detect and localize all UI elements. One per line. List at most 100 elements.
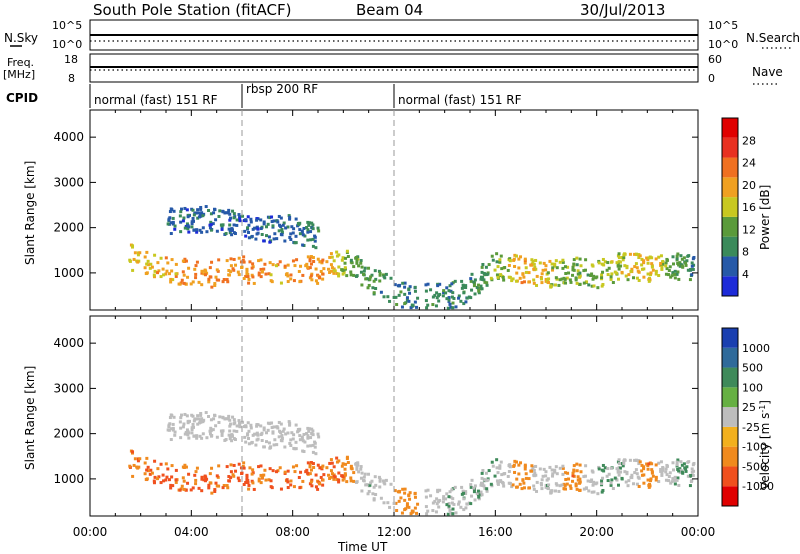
data-point — [249, 220, 253, 224]
data-point — [329, 252, 333, 256]
data-point — [146, 469, 150, 473]
data-point — [192, 434, 196, 438]
data-point — [182, 273, 186, 277]
data-point — [215, 474, 219, 478]
data-point — [251, 481, 255, 485]
colorbar-tick-label: 28 — [742, 134, 756, 147]
data-point — [546, 271, 550, 275]
data-point — [500, 267, 504, 271]
data-point — [288, 235, 292, 239]
colorbar-tick-label: 4 — [742, 268, 749, 281]
data-point — [615, 261, 619, 265]
data-point — [680, 463, 684, 467]
data-point — [616, 468, 620, 472]
data-point — [575, 263, 579, 267]
data-point — [312, 260, 316, 264]
data-point — [564, 281, 568, 285]
data-point — [498, 260, 502, 264]
data-point — [294, 234, 298, 238]
data-point — [448, 490, 452, 494]
data-point — [623, 252, 627, 256]
data-point — [532, 262, 536, 266]
data-point — [446, 512, 450, 516]
data-point — [657, 274, 661, 278]
data-point — [609, 275, 613, 279]
data-point — [521, 478, 525, 482]
data-point — [316, 257, 320, 261]
data-point — [268, 240, 272, 244]
data-point — [301, 273, 305, 277]
data-point — [563, 483, 567, 487]
data-point — [330, 461, 334, 465]
data-point — [231, 267, 235, 271]
data-point — [473, 292, 477, 296]
data-point — [308, 266, 312, 270]
data-point — [171, 426, 175, 430]
data-point — [153, 459, 157, 463]
data-point — [386, 295, 390, 299]
data-point — [236, 476, 240, 480]
data-point — [289, 483, 293, 487]
data-point — [306, 220, 310, 224]
data-point — [510, 485, 514, 489]
data-point — [429, 288, 433, 292]
data-point — [554, 465, 558, 469]
data-point — [386, 501, 390, 505]
data-point — [646, 258, 650, 262]
data-point — [242, 260, 246, 264]
data-point — [199, 413, 203, 417]
data-point — [677, 263, 681, 267]
data-point — [321, 483, 325, 487]
data-point — [171, 428, 175, 432]
data-point — [311, 450, 315, 454]
data-point — [277, 420, 281, 424]
data-point — [344, 462, 348, 466]
data-point — [146, 465, 150, 469]
data-point — [352, 471, 356, 475]
data-point — [344, 256, 348, 260]
data-point — [527, 280, 531, 284]
data-point — [617, 252, 621, 256]
data-point — [364, 277, 368, 281]
data-point — [453, 279, 457, 283]
data-point — [132, 463, 136, 467]
data-point — [673, 269, 677, 273]
data-point — [454, 305, 458, 309]
data-point — [164, 256, 168, 260]
data-point — [477, 289, 481, 293]
data-point — [447, 296, 451, 300]
data-point — [267, 441, 271, 445]
data-point — [609, 277, 613, 281]
data-point — [335, 478, 339, 482]
data-point — [367, 489, 371, 493]
data-point — [242, 255, 246, 259]
data-point — [280, 436, 284, 440]
data-point — [316, 432, 320, 436]
data-point — [247, 487, 251, 491]
data-point — [306, 230, 310, 234]
data-point — [413, 285, 417, 289]
data-point — [575, 281, 579, 285]
data-point — [330, 255, 334, 259]
data-point — [675, 257, 679, 261]
data-point — [215, 484, 219, 488]
data-point — [174, 272, 178, 276]
data-point — [690, 467, 694, 471]
data-point — [637, 256, 641, 260]
data-point — [668, 471, 672, 475]
data-point — [232, 216, 236, 220]
data-point — [609, 466, 613, 470]
data-point — [271, 469, 275, 473]
data-point — [310, 221, 314, 225]
data-point — [551, 268, 555, 272]
data-point — [250, 472, 254, 476]
data-point — [313, 235, 317, 239]
data-point — [550, 262, 554, 266]
data-point — [518, 276, 522, 280]
data-point — [470, 272, 474, 276]
data-point — [200, 211, 204, 215]
data-point — [162, 273, 166, 277]
data-point — [401, 487, 405, 491]
data-point — [470, 288, 474, 292]
data-point — [356, 463, 360, 467]
